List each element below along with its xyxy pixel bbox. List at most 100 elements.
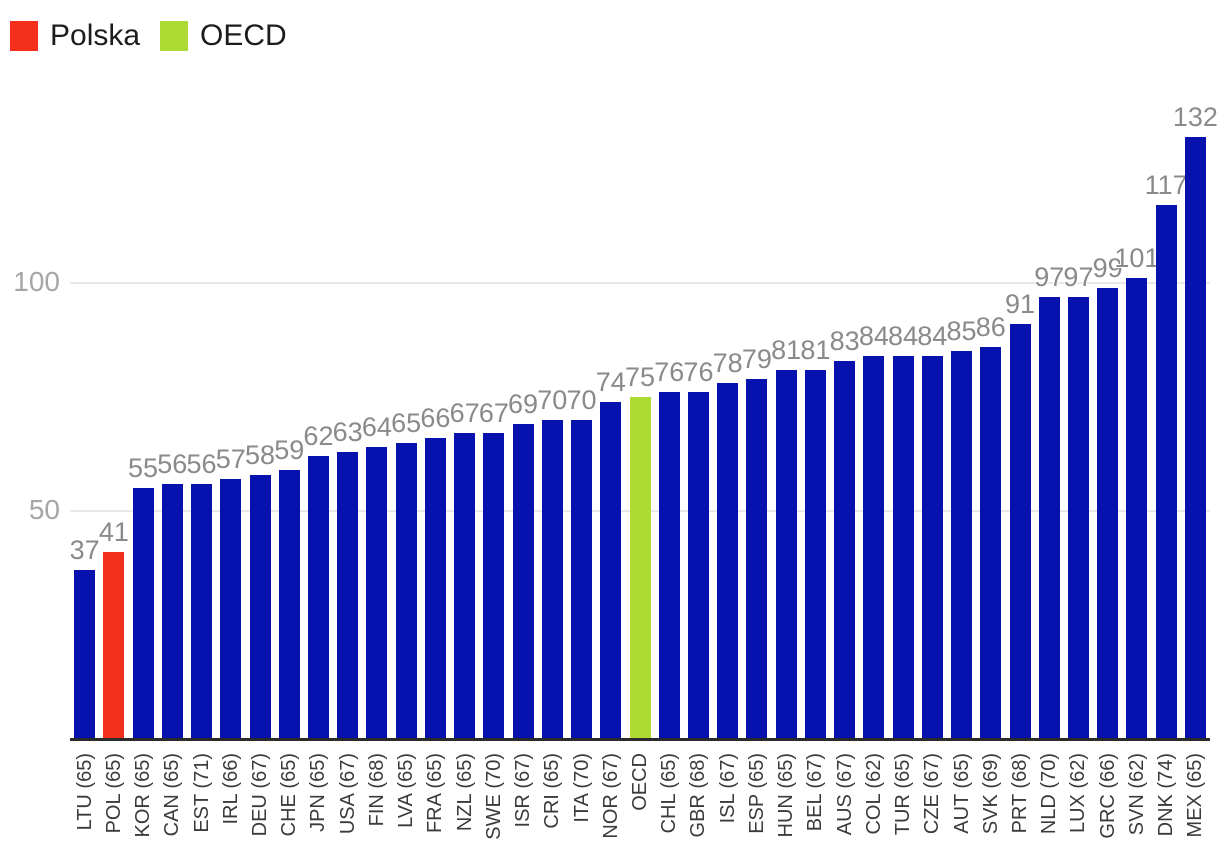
- bar-fra[interactable]: [424, 438, 446, 739]
- bar-value-label: 65: [391, 407, 422, 438]
- bar-gbr[interactable]: [687, 392, 709, 739]
- bar-value-label: 84: [888, 320, 919, 351]
- bar-can[interactable]: [161, 483, 183, 739]
- x-tick-label: GRC (66): [1096, 753, 1119, 839]
- bar-oecd[interactable]: [629, 397, 651, 739]
- bar-hun[interactable]: [775, 369, 797, 739]
- x-tick-label: SVN (62): [1125, 753, 1148, 836]
- y-tick-label-50: 50: [28, 494, 60, 525]
- bar-deu[interactable]: [249, 474, 271, 739]
- gridline-100: [70, 282, 1210, 284]
- x-tick-label: ISR (67): [512, 753, 535, 828]
- bar-cri[interactable]: [541, 419, 563, 739]
- bar-tur[interactable]: [892, 355, 914, 739]
- bar-lva[interactable]: [395, 442, 417, 739]
- bar-svn[interactable]: [1126, 278, 1148, 739]
- bar-cze[interactable]: [921, 355, 943, 739]
- bar-usa[interactable]: [337, 451, 359, 739]
- x-tick-label: PRT (68): [1009, 753, 1031, 834]
- x-tick-label: IRL (66): [219, 753, 242, 825]
- x-tick-label: EST (71): [190, 753, 213, 833]
- x-tick-label: COL (62): [862, 753, 885, 835]
- bar-col[interactable]: [863, 355, 885, 739]
- legend-swatch-oecd: [160, 21, 189, 51]
- bar-nzl[interactable]: [454, 433, 476, 739]
- x-tick-label: BEL (67): [804, 753, 827, 832]
- x-tick-label: LVA (65): [395, 753, 418, 828]
- x-tick-label: SWE (70): [482, 753, 505, 840]
- x-tick-label: DEU (67): [249, 753, 271, 837]
- bar-ita[interactable]: [571, 419, 593, 739]
- x-tick-label: HUN (65): [775, 753, 798, 838]
- bar-value-label: 64: [361, 412, 392, 443]
- x-tick-label: CHE (65): [278, 753, 301, 837]
- bar-value-label: 74: [595, 366, 626, 397]
- bar-fin[interactable]: [366, 447, 388, 739]
- bar-value-label: 69: [508, 389, 539, 420]
- x-tick-label: POL (65): [102, 753, 125, 834]
- bar-aut[interactable]: [951, 351, 973, 739]
- bar-isr[interactable]: [512, 424, 534, 739]
- bar-chl[interactable]: [658, 392, 680, 739]
- bar-dnk[interactable]: [1155, 205, 1177, 739]
- x-tick-label: ITA (70): [570, 753, 593, 823]
- bar-che[interactable]: [278, 469, 300, 739]
- legend: Polska OECD: [10, 19, 287, 53]
- bar-value-label: 132: [1172, 102, 1218, 133]
- bar-value-label: 67: [449, 398, 480, 429]
- x-tick-label: CZE (67): [921, 753, 944, 835]
- bar-ltu[interactable]: [74, 570, 96, 739]
- bar-value-label: 56: [157, 448, 188, 479]
- bar-swe[interactable]: [483, 433, 505, 739]
- x-tick-label: USA (67): [336, 753, 359, 835]
- legend-swatch-polska: [10, 21, 38, 51]
- bar-value-label: 97: [1034, 261, 1065, 292]
- x-tick-label: CAN (65): [161, 753, 184, 837]
- bar-svk[interactable]: [980, 346, 1002, 739]
- bar-esp[interactable]: [746, 378, 768, 739]
- x-tick-label: ESP (65): [745, 753, 768, 834]
- bar-est[interactable]: [191, 483, 213, 739]
- bar-pol[interactable]: [103, 552, 125, 739]
- legend-label-polska: Polska: [50, 19, 141, 52]
- x-tick-label: AUS (67): [833, 753, 856, 836]
- x-tick-label: NZL (65): [453, 753, 476, 832]
- x-tick-label: TUR (65): [892, 753, 915, 836]
- bar-grc[interactable]: [1097, 287, 1119, 739]
- x-axis-line: [70, 738, 1210, 741]
- bar-kor[interactable]: [132, 488, 154, 739]
- x-tick-label: SVK (69): [979, 753, 1002, 835]
- bar-jpn[interactable]: [307, 456, 329, 739]
- bar-value-label: 63: [332, 416, 363, 447]
- bar-value-label: 83: [829, 325, 860, 356]
- legend-item-polska[interactable]: Polska: [10, 19, 140, 53]
- legend-item-oecd[interactable]: OECD: [160, 19, 287, 53]
- x-tick-label: MEX (65): [1184, 753, 1207, 838]
- x-tick-label: JPN (65): [307, 753, 330, 832]
- bar-isl[interactable]: [717, 383, 739, 739]
- bar-value-label: 56: [186, 448, 217, 479]
- x-tick-label: KOR (65): [132, 753, 155, 838]
- y-tick-label-100: 100: [13, 266, 60, 297]
- bar-aus[interactable]: [834, 360, 856, 739]
- bar-nld[interactable]: [1038, 296, 1060, 739]
- bar-bel[interactable]: [804, 369, 826, 739]
- x-tick-label: FRA (65): [424, 753, 447, 834]
- x-tick-label: DNK (74): [1155, 753, 1178, 837]
- bar-value-label: 84: [858, 320, 889, 351]
- bar-irl[interactable]: [220, 479, 242, 739]
- bar-mex[interactable]: [1184, 137, 1206, 739]
- bar-value-label: 84: [917, 320, 948, 351]
- bar-nor[interactable]: [600, 401, 622, 739]
- bar-value-label: 66: [420, 403, 451, 434]
- bar-prt[interactable]: [1009, 324, 1031, 739]
- x-tick-label: ISL (67): [716, 753, 739, 824]
- x-tick-label: AUT (65): [950, 753, 973, 834]
- bar-value-label: 62: [303, 421, 334, 452]
- bar-lux[interactable]: [1067, 296, 1089, 739]
- bar-value-label: 57: [215, 444, 246, 475]
- bar-value-label: 70: [537, 384, 568, 415]
- x-tick-label: LTU (65): [73, 753, 96, 831]
- bar-value-label: 78: [712, 348, 743, 379]
